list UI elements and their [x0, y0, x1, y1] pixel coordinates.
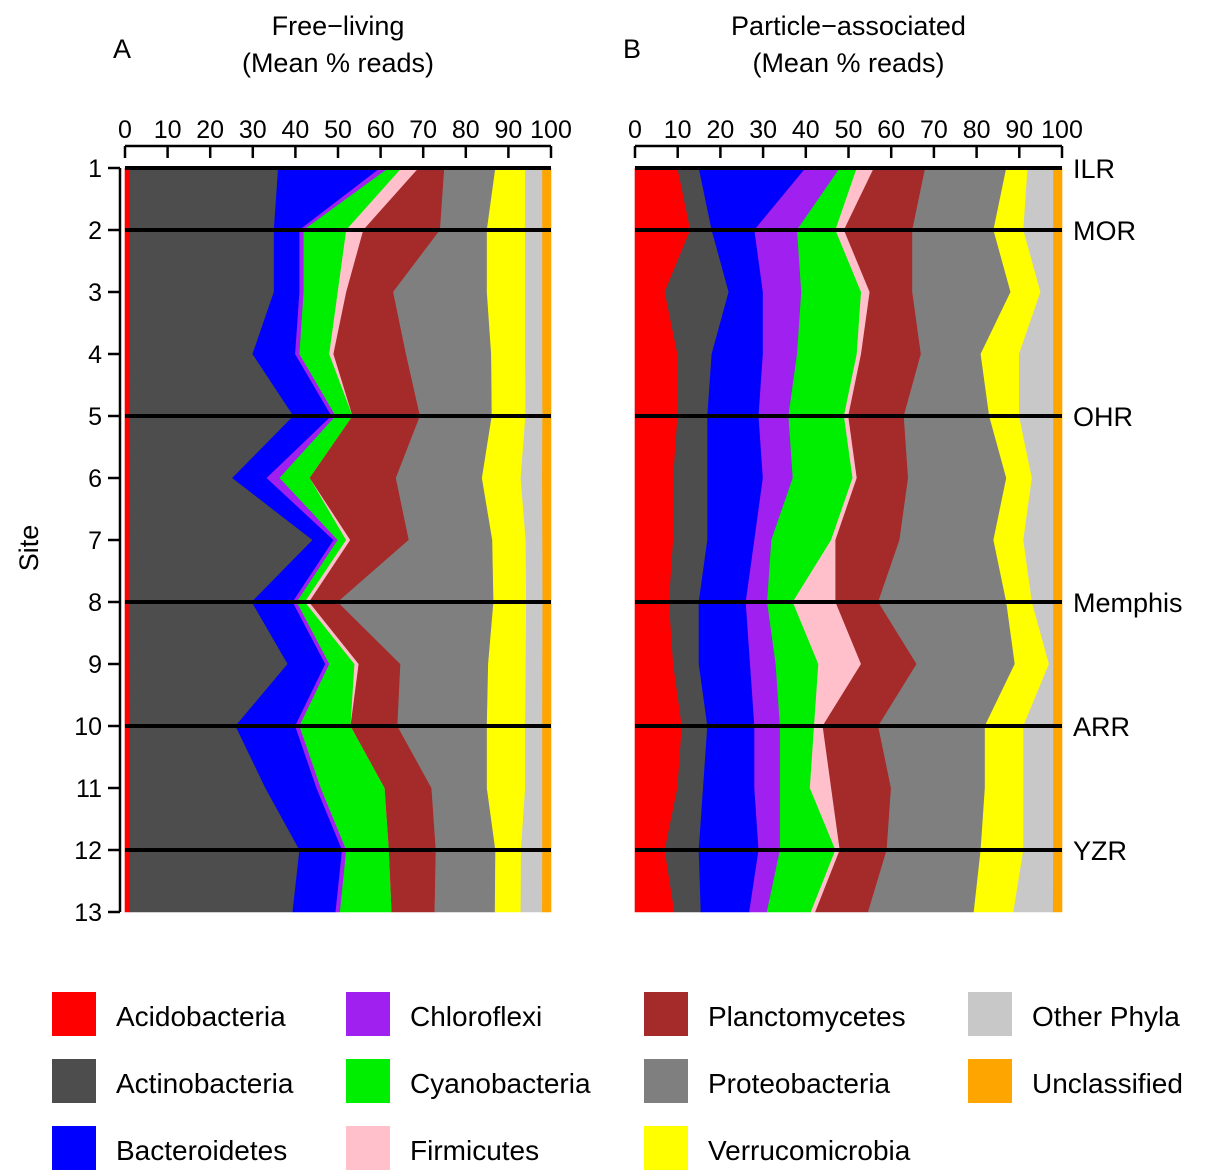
- y-tick-label: 6: [88, 465, 102, 493]
- legend-label-planctomycetes: Planctomycetes: [708, 1001, 906, 1032]
- site-label-mor: MOR: [1073, 216, 1136, 246]
- legend-label-other-phyla: Other Phyla: [1032, 1001, 1180, 1032]
- legend-swatch-cyanobacteria: [346, 1059, 390, 1103]
- x-tick-label: 30: [239, 116, 267, 144]
- x-tick-label: 50: [835, 116, 863, 144]
- panel-title-line1: Free−living: [272, 11, 405, 41]
- y-tick-label: 5: [88, 403, 102, 431]
- x-tick-label: 40: [281, 116, 309, 144]
- area-unclassified: [542, 167, 552, 913]
- x-tick-label: 100: [530, 116, 572, 144]
- x-tick-label: 100: [1041, 116, 1083, 144]
- x-tick-label: 20: [196, 116, 224, 144]
- y-tick-label: 1: [88, 155, 102, 183]
- panel-letter: B: [623, 34, 641, 64]
- x-tick-label: 0: [628, 116, 642, 144]
- site-label-yzr: YZR: [1073, 836, 1127, 866]
- legend-swatch-proteobacteria: [644, 1059, 688, 1103]
- y-tick-label: 13: [74, 899, 102, 927]
- y-tick-label: 8: [88, 589, 102, 617]
- legend-label-verrucomicrobia: Verrucomicrobia: [708, 1135, 911, 1166]
- x-tick-label: 80: [963, 116, 991, 144]
- x-tick-label: 10: [154, 116, 182, 144]
- legend-label-unclassified: Unclassified: [1032, 1068, 1183, 1099]
- legend-swatch-bacteroidetes: [52, 1126, 96, 1170]
- legend-label-chloroflexi: Chloroflexi: [410, 1001, 542, 1032]
- x-tick-label: 60: [367, 116, 395, 144]
- legend-swatch-actinobacteria: [52, 1059, 96, 1103]
- y-tick-label: 9: [88, 651, 102, 679]
- x-tick-label: 50: [324, 116, 352, 144]
- legend-swatch-chloroflexi: [346, 992, 390, 1036]
- x-tick-label: 10: [664, 116, 692, 144]
- panel-a: [124, 167, 552, 913]
- x-tick-label: 60: [877, 116, 905, 144]
- x-tick-label: 70: [920, 116, 948, 144]
- y-tick-label: 11: [76, 775, 102, 803]
- legend-label-bacteroidetes: Bacteroidetes: [116, 1135, 287, 1166]
- area-acidobacteria: [124, 167, 130, 913]
- legend-swatch-other-phyla: [968, 992, 1012, 1036]
- x-tick-label: 30: [749, 116, 777, 144]
- x-tick-label: 70: [409, 116, 437, 144]
- x-tick-label: 90: [494, 116, 522, 144]
- legend-swatch-firmicutes: [346, 1126, 390, 1170]
- x-tick-label: 80: [452, 116, 480, 144]
- panel-title-line2: (Mean % reads): [752, 48, 944, 78]
- y-tick-label: 10: [74, 713, 102, 741]
- panel-letter: A: [113, 34, 131, 64]
- legend-swatch-acidobacteria: [52, 992, 96, 1036]
- site-label-arr: ARR: [1073, 712, 1130, 742]
- x-tick-label: 40: [792, 116, 820, 144]
- legend-label-acidobacteria: Acidobacteria: [116, 1001, 286, 1032]
- legend-swatch-unclassified: [968, 1059, 1012, 1103]
- legend-label-cyanobacteria: Cyanobacteria: [410, 1068, 591, 1099]
- panel-b: [634, 167, 1063, 913]
- legend: Acidobacteria Actinobacteria Bacteroidetes…: [52, 992, 1183, 1170]
- legend-swatch-verrucomicrobia: [644, 1126, 688, 1170]
- site-label-memphis: Memphis: [1073, 588, 1183, 618]
- y-axis-title: Site: [14, 525, 44, 572]
- panel-title-line2: (Mean % reads): [242, 48, 434, 78]
- x-tick-label: 90: [1005, 116, 1033, 144]
- legend-label-firmicutes: Firmicutes: [410, 1135, 539, 1166]
- legend-label-actinobacteria: Actinobacteria: [116, 1068, 294, 1099]
- panel-title-line1: Particle−associated: [731, 11, 966, 41]
- y-tick-label: 2: [88, 217, 102, 245]
- x-tick-label: 0: [118, 116, 132, 144]
- site-label-ohr: OHR: [1073, 402, 1133, 432]
- y-tick-label: 4: [88, 341, 102, 369]
- legend-label-proteobacteria: Proteobacteria: [708, 1068, 891, 1099]
- y-tick-label: 3: [88, 279, 102, 307]
- site-label-ilr: ILR: [1073, 154, 1115, 184]
- x-tick-label: 20: [706, 116, 734, 144]
- area-unclassified: [1052, 167, 1063, 913]
- y-tick-label: 12: [74, 837, 102, 865]
- y-tick-label: 7: [88, 527, 102, 555]
- legend-swatch-planctomycetes: [644, 992, 688, 1036]
